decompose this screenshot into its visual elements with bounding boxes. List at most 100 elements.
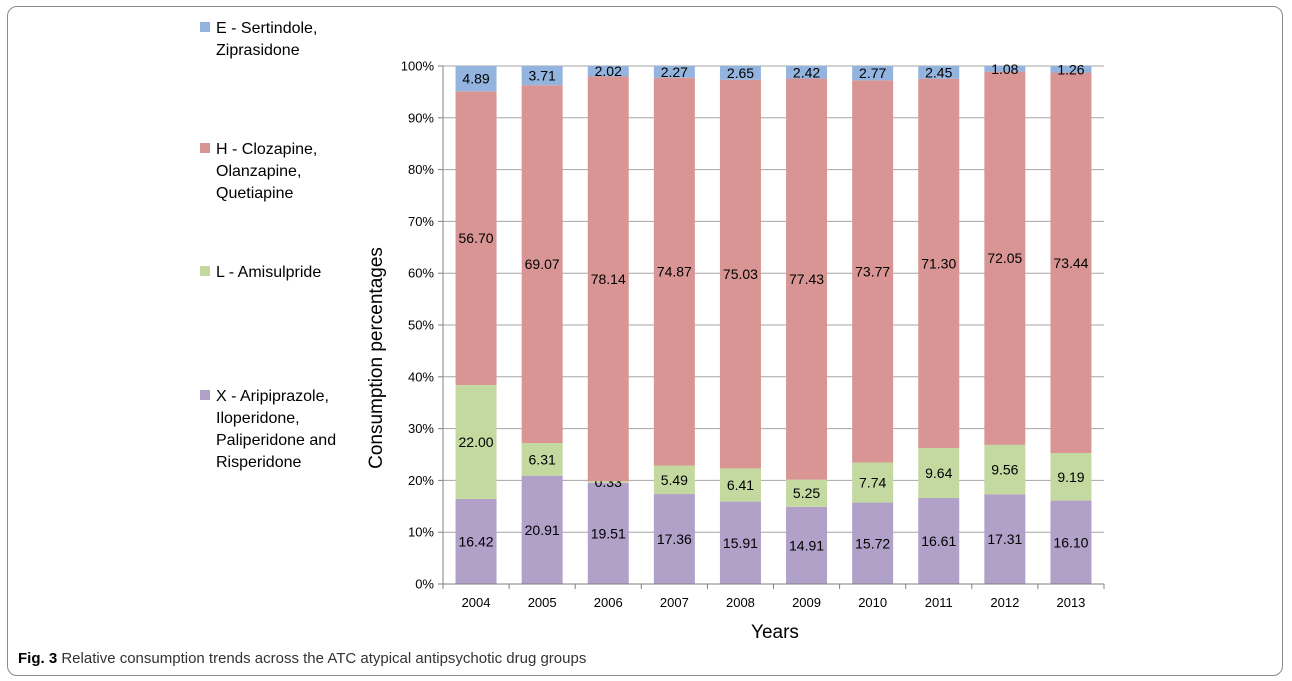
- data-label: 2.77: [859, 65, 886, 81]
- data-label: 7.74: [859, 475, 886, 491]
- data-label: 71.30: [921, 255, 956, 271]
- y-tick-label: 90%: [408, 110, 434, 125]
- data-label: 2.02: [595, 63, 622, 79]
- legend-swatch: [200, 22, 210, 32]
- legend-swatch: [200, 143, 210, 153]
- bar-segment: [653, 494, 695, 584]
- y-tick-label: 80%: [408, 162, 434, 177]
- bar-segment: [1050, 452, 1092, 501]
- bar-segment: [852, 80, 894, 463]
- bar-segment: [521, 66, 563, 86]
- data-label: 17.31: [987, 531, 1022, 547]
- data-label: 2.42: [793, 64, 820, 80]
- caption-label: Fig. 3: [18, 650, 58, 667]
- x-tick-label: 2009: [792, 595, 821, 610]
- bar-segment: [521, 85, 563, 444]
- data-label: 16.61: [921, 533, 956, 549]
- bar-segment: [587, 66, 629, 77]
- bar-segment: [455, 91, 497, 386]
- bar-segment: [719, 501, 761, 584]
- data-label: 17.36: [657, 531, 692, 547]
- bar-segment: [852, 462, 894, 503]
- data-label: 73.77: [855, 263, 890, 279]
- legend-swatch: [200, 390, 210, 400]
- bar-segment: [587, 482, 629, 584]
- bar-segment: [786, 506, 828, 584]
- bar-segment: [719, 468, 761, 502]
- data-label: 2.65: [727, 65, 754, 81]
- data-label: 4.89: [462, 71, 489, 87]
- data-label: 15.91: [723, 535, 758, 551]
- bar-segment: [653, 465, 695, 495]
- data-label: 16.42: [459, 533, 494, 549]
- bar-segment: [918, 78, 960, 449]
- bar-segment: [719, 79, 761, 469]
- data-label: 77.43: [789, 271, 824, 287]
- bar-segment: [984, 66, 1026, 72]
- caption-text: Relative consumption trends across the A…: [61, 650, 587, 667]
- data-label: 6.41: [727, 477, 754, 493]
- data-label: 72.05: [987, 250, 1022, 266]
- data-label: 56.70: [459, 230, 494, 246]
- x-tick-label: 2006: [594, 595, 623, 610]
- legend-label: Olanzapine,: [216, 163, 301, 180]
- bar-segment: [918, 448, 960, 498]
- data-label: 3.71: [529, 68, 556, 84]
- y-axis-title: Consumption percentages: [366, 247, 387, 469]
- data-label: 9.64: [925, 465, 952, 481]
- bar-segment: [653, 77, 695, 466]
- x-tick-label: 2005: [528, 595, 557, 610]
- legend-label: Quetiapine: [216, 185, 293, 202]
- bar-segment: [918, 497, 960, 584]
- bar-segment: [521, 475, 563, 584]
- bar-segment: [984, 71, 1026, 445]
- legend: E - Sertindole, Ziprasidone H - Clozapine,…: [200, 20, 336, 471]
- bar-segment: [653, 66, 695, 78]
- legend-label: H - Clozapine,: [216, 141, 317, 158]
- bar-segment: [786, 479, 828, 507]
- bar-segment: [455, 385, 497, 499]
- x-tick-label: 2010: [858, 595, 887, 610]
- x-tick-label: 2004: [462, 595, 491, 610]
- bar-segment: [786, 66, 828, 79]
- legend-swatch: [200, 266, 210, 276]
- y-tick-label: 40%: [408, 369, 434, 384]
- x-tick-label: 2012: [990, 595, 1019, 610]
- bars: 16.42 22.00 56.70 4.89 20.91 6.31 69.07 3.71 19.…: [455, 61, 1092, 584]
- data-label: 5.25: [793, 485, 820, 501]
- data-label: 16.10: [1053, 534, 1088, 550]
- data-label: 2.27: [661, 64, 688, 80]
- data-label: 73.44: [1053, 255, 1088, 271]
- data-label: 5.49: [661, 472, 688, 488]
- data-label: 78.14: [591, 271, 626, 287]
- legend-label: Iloperidone,: [216, 410, 300, 427]
- legend-label: Ziprasidone: [216, 42, 300, 59]
- legend-label: Paliperidone and: [216, 432, 336, 449]
- bar-segment: [852, 502, 894, 584]
- x-tick-label: 2007: [660, 595, 689, 610]
- bar-segment: [1050, 72, 1092, 453]
- data-label: 14.91: [789, 537, 824, 553]
- legend-label: E - Sertindole,: [216, 20, 317, 37]
- bar-segment: [719, 66, 761, 80]
- y-tick-label: 20%: [408, 473, 434, 488]
- data-label: 9.19: [1057, 469, 1084, 485]
- data-label: 22.00: [459, 434, 494, 450]
- data-label: 1.08: [991, 61, 1018, 77]
- data-label: 2.45: [925, 64, 952, 80]
- y-tick-label: 50%: [408, 318, 434, 333]
- bar-segment: [587, 481, 629, 483]
- data-label: 19.51: [591, 525, 626, 541]
- bar-segment: [587, 76, 629, 482]
- legend-label: Risperidone: [216, 454, 301, 471]
- bar-segment: [455, 498, 497, 584]
- data-label: 6.31: [529, 451, 556, 467]
- bar-segment: [1050, 500, 1092, 584]
- figure-frame: [7, 6, 1283, 676]
- data-label: 15.72: [855, 535, 890, 551]
- axes: 0% 10% 20% 30% 40% 50% 60% 70% 80% 90% 100% 2004 200…: [401, 59, 1105, 610]
- x-axis-title: Years: [751, 622, 799, 643]
- y-tick-label: 60%: [408, 266, 434, 281]
- data-label: 75.03: [723, 266, 758, 282]
